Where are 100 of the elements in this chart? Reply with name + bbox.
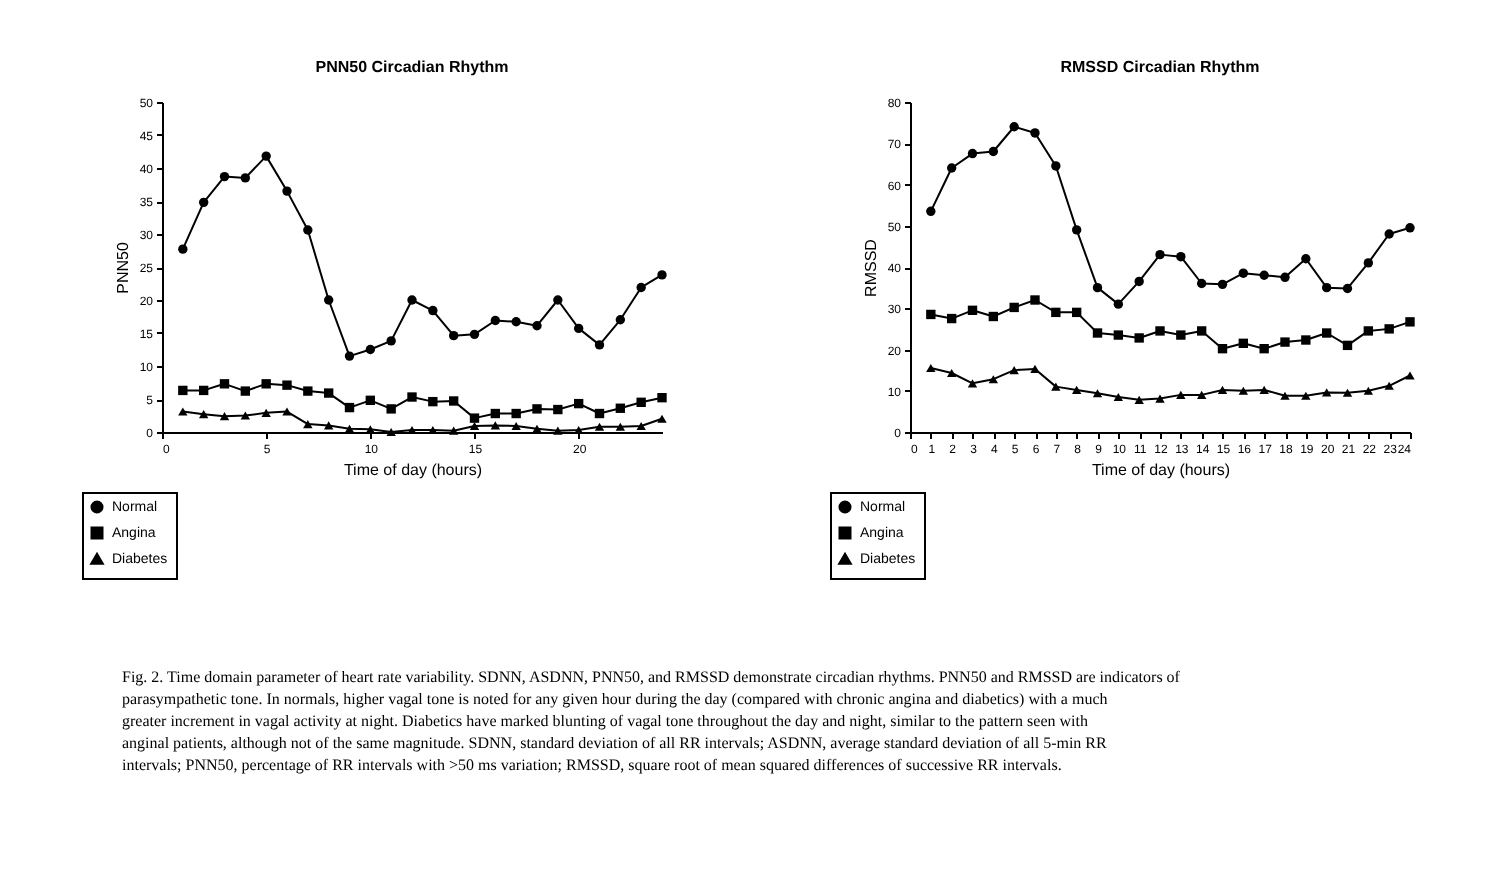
point — [594, 422, 605, 431]
point — [636, 282, 646, 293]
point — [1051, 382, 1061, 391]
point — [386, 336, 396, 346]
point — [1280, 337, 1290, 347]
point — [657, 392, 667, 403]
point — [1384, 324, 1394, 334]
point — [1238, 268, 1249, 278]
point — [178, 407, 188, 416]
chart-title: PNN50 Circadian Rhythm — [315, 58, 509, 76]
point — [428, 305, 438, 316]
point — [1009, 366, 1019, 375]
point — [1301, 335, 1311, 345]
point — [365, 344, 376, 355]
point — [1030, 295, 1040, 305]
point — [261, 151, 271, 161]
point — [1280, 272, 1290, 282]
point — [490, 315, 501, 326]
point — [511, 408, 521, 419]
point — [282, 380, 292, 390]
point — [1071, 307, 1082, 318]
point — [178, 244, 188, 254]
point — [1405, 223, 1415, 233]
point — [1009, 302, 1019, 313]
point — [1155, 249, 1165, 260]
y-axis-title: RMSSD — [861, 238, 880, 297]
point — [448, 330, 459, 341]
point — [428, 396, 438, 407]
point — [553, 426, 563, 435]
point — [1363, 258, 1374, 268]
point — [1176, 252, 1186, 262]
point — [178, 385, 188, 396]
point — [553, 295, 563, 305]
caption: Fig. 2. Time domain parameter of heart rate variability. SDNN, ASDNN, PNN50, and RMSSD demonstrate circadian rhythms. PNN50 and RMSSD are indicators of parasympathetic tone. In normals, higher vagal tone is noted for any given hour during the day (compared with chronic angina and diabetics) with a much greater increment in vagal activity at night. Diabetics have marked blunting of vagal tone throughout the day and night, similar to the pattern seen with anginal patients, although not of the same magnitude. SDNN, standard deviation of all RR intervals; ASDNN, average standard deviation of all 5-min RR intervals; PNN50, percentage of RR intervals with >50 ms variation; RMSSD, square root of mean squared differences of successive RR intervals. — [122, 668, 1181, 774]
point — [1384, 381, 1394, 390]
point — [657, 414, 667, 423]
point — [553, 404, 563, 415]
point — [1384, 229, 1394, 239]
point — [615, 422, 626, 431]
point — [1155, 326, 1165, 336]
point — [240, 173, 251, 183]
x-axis-title: Time of day (hours) — [343, 461, 483, 479]
y-axis-title: PNN50 — [113, 241, 132, 294]
point — [240, 386, 251, 396]
point — [511, 317, 521, 327]
point — [282, 407, 292, 416]
point — [615, 403, 626, 413]
point — [365, 395, 376, 406]
point — [573, 323, 584, 334]
point — [198, 385, 209, 396]
point — [490, 408, 501, 419]
point — [1321, 328, 1332, 338]
point — [407, 392, 417, 402]
point — [198, 197, 209, 207]
point — [261, 408, 271, 417]
point — [1071, 385, 1082, 394]
point — [344, 424, 355, 433]
point — [511, 422, 521, 431]
point — [1238, 386, 1249, 395]
point — [469, 413, 480, 423]
point — [1342, 388, 1353, 397]
point — [988, 311, 999, 322]
point — [1176, 390, 1186, 399]
point — [448, 396, 459, 406]
point — [448, 426, 459, 435]
point — [532, 424, 542, 433]
x-axis-title: Time of day (hours) — [1091, 461, 1231, 479]
chart-title: RMSSD Circadian Rhythm — [1060, 58, 1260, 76]
point — [926, 309, 936, 320]
point — [988, 146, 999, 157]
point — [303, 386, 313, 396]
point — [1301, 391, 1311, 400]
point — [344, 402, 355, 413]
point — [386, 404, 396, 414]
point — [1196, 278, 1207, 289]
point — [1092, 389, 1103, 398]
point — [636, 422, 646, 431]
point — [1176, 330, 1186, 340]
point — [219, 412, 230, 421]
point — [946, 163, 957, 173]
point — [1009, 122, 1019, 132]
point — [636, 397, 646, 407]
point — [1071, 225, 1082, 235]
point — [532, 404, 542, 414]
point — [1342, 283, 1353, 294]
point — [1259, 343, 1269, 354]
point — [1051, 161, 1061, 171]
point — [1405, 371, 1415, 380]
point — [1363, 386, 1374, 395]
point — [407, 295, 417, 305]
point — [1217, 385, 1228, 394]
point — [303, 225, 313, 235]
point — [967, 305, 978, 315]
point — [261, 379, 271, 389]
point — [469, 422, 480, 431]
point — [615, 315, 626, 325]
point — [386, 427, 396, 437]
point — [1134, 395, 1144, 404]
point — [1405, 317, 1415, 327]
point — [469, 329, 480, 339]
